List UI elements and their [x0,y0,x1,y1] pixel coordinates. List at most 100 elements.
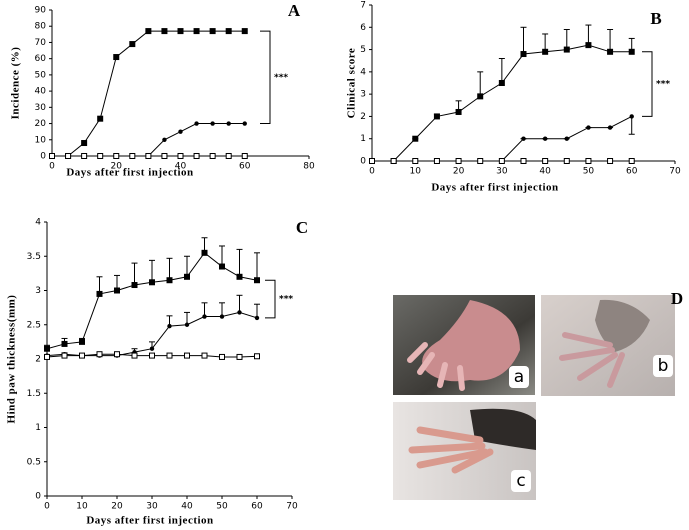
y-tick-label: 4 [35,218,41,228]
y-tick-label: 3 [360,90,366,100]
marker [542,136,548,141]
error-bar [219,302,225,317]
error-bar [184,255,190,277]
marker [114,287,120,294]
marker [184,322,190,327]
y-tick-label: 2.5 [27,320,41,330]
marker [412,158,419,164]
marker [161,28,168,35]
marker [628,48,635,55]
marker [193,153,200,159]
marker [542,158,549,164]
y-tick-label: 3.5 [27,252,41,262]
marker [390,158,397,164]
marker [177,28,184,35]
x-tick-label: 0 [369,167,375,177]
y-tick-label: 1.5 [27,389,41,399]
x-tick-label: 20 [453,167,465,177]
marker [79,352,85,359]
error-bar [166,257,173,281]
marker [129,41,136,48]
photo-label-box [653,355,673,377]
error-bar [254,303,260,318]
marker [629,114,634,119]
marker [586,125,591,130]
marker [61,340,68,347]
error-bar [498,57,505,83]
marker [65,153,72,159]
marker [607,48,614,55]
marker [254,277,260,284]
significance-label: *** [274,73,288,83]
y-tick-label: 2 [35,355,41,365]
marker [145,153,152,159]
marker [585,158,592,164]
marker [585,42,592,49]
error-bar [236,294,243,313]
x-tick-label: 10 [76,502,88,512]
marker [521,136,526,141]
marker [201,249,208,256]
marker [209,153,216,159]
marker [96,351,103,358]
marker [241,28,248,35]
marker [177,153,184,159]
panel-label: D [671,289,683,308]
error-bar [131,262,138,286]
marker [498,80,505,86]
y-tick-label: 60 [35,54,47,64]
x-tick-label: 40 [181,502,193,512]
x-axis-label: Days after first injection [86,515,213,527]
x-tick-label: 0 [44,502,50,512]
y-axis-label: Incidence (%) [10,47,22,120]
y-tick-label: 40 [35,87,47,97]
y-tick-label: 6 [360,23,366,33]
marker [236,353,243,360]
y-tick-label: 0 [360,157,366,167]
x-tick-label: 40 [539,167,551,177]
series-line [52,30,245,157]
marker [194,121,199,126]
photo-label: b [658,356,669,376]
panel-label: B [650,9,661,28]
y-tick-label: 1 [360,134,366,144]
marker [477,93,484,100]
marker [607,158,614,164]
marker [131,352,138,359]
marker [113,153,120,159]
y-tick-label: 0 [40,152,46,162]
y-tick-label: 90 [35,6,47,16]
marker [97,153,104,159]
marker [225,153,232,159]
x-tick-label: 20 [111,502,123,512]
marker [219,353,225,360]
y-tick-label: 3 [35,286,41,296]
y-tick-label: 20 [35,119,47,129]
error-bar [201,302,208,317]
marker [162,137,167,142]
y-tick-label: 0 [35,492,41,502]
y-tick-label: 80 [35,22,47,32]
marker [49,153,55,159]
marker [166,352,173,359]
marker [166,277,173,284]
significance-bracket [265,279,276,319]
marker [149,346,155,351]
marker [184,352,190,359]
marker [542,48,549,55]
error-bar [628,116,635,135]
marker [563,158,570,164]
marker [520,158,527,164]
marker [97,115,104,122]
x-axis-label: Days after first injection [66,167,193,179]
marker [184,273,190,280]
error-bar [149,259,155,283]
marker [145,28,152,35]
marker [236,273,243,280]
y-tick-label: 70 [35,38,47,48]
y-tick-label: 0.5 [27,457,41,467]
marker [226,121,231,126]
marker [44,345,50,352]
x-axis-label: Days after first injection [431,182,558,194]
panel-label: A [288,1,301,20]
